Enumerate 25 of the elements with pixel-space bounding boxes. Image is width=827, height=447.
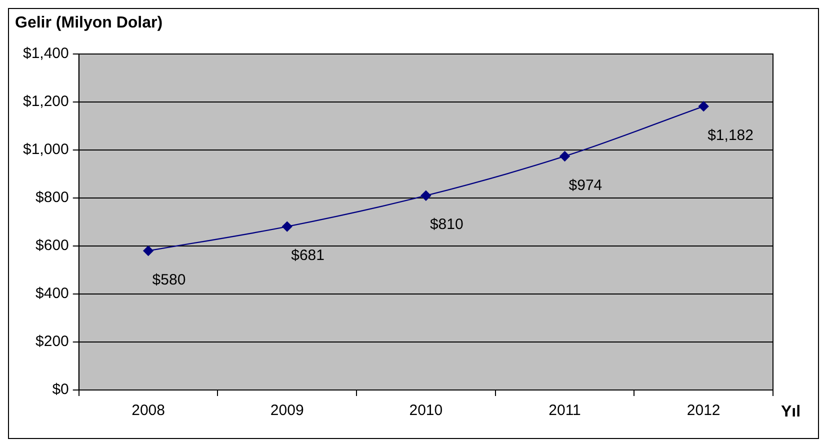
point xyxy=(698,101,709,112)
x-axis-title: Yıl xyxy=(781,403,801,420)
data-label: $1,182 xyxy=(708,126,754,144)
x-tick-label: 2012 xyxy=(686,402,720,420)
point xyxy=(143,246,154,256)
y-tick-label: $1,200 xyxy=(22,93,69,110)
x-tick-label: 2008 xyxy=(132,402,165,420)
y-tick-label: $1,000 xyxy=(22,141,69,158)
y-tick-label: $200 xyxy=(36,333,69,350)
y-axis-title: Gelir (Milyon Dolar) xyxy=(15,14,163,32)
y-tick-label: $0 xyxy=(52,381,69,398)
data-label: $974 xyxy=(568,176,602,194)
y-tick-label: $800 xyxy=(36,189,69,206)
data-label: $681 xyxy=(291,247,324,264)
x-tick-label: 2011 xyxy=(548,402,581,420)
x-tick-label: 2009 xyxy=(270,402,304,420)
y-tick-label: $600 xyxy=(36,237,69,254)
y-tick-label: $1,400 xyxy=(22,45,69,62)
point xyxy=(560,151,570,162)
y-tick-label: $400 xyxy=(36,285,69,302)
point xyxy=(282,221,292,232)
point xyxy=(420,190,432,201)
data-label: $810 xyxy=(430,216,464,234)
x-tick-label: 2010 xyxy=(409,402,443,420)
data-label: $580 xyxy=(152,271,186,288)
